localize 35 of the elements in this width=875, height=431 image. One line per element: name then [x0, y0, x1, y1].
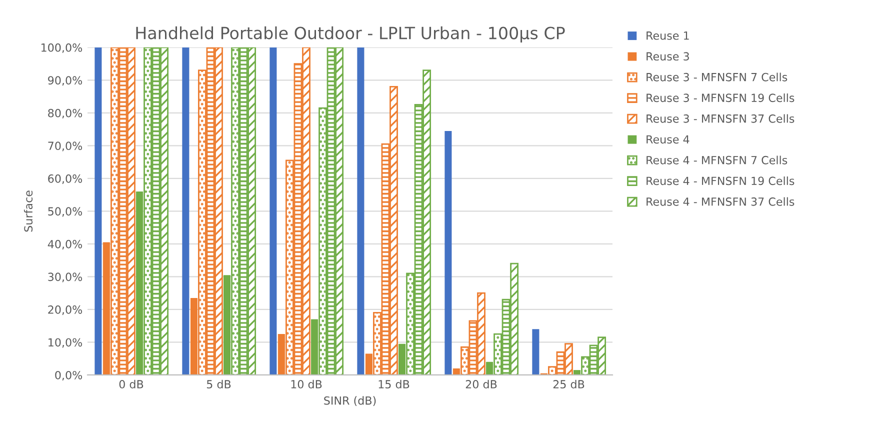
- legend-label: Reuse 4 - MFNSFN 19 Cells: [646, 176, 794, 186]
- y-tick-label: 90,0%: [48, 76, 82, 86]
- x-tick-label: 0 dB: [119, 380, 144, 388]
- legend-label: Reuse 3 - MFNSFN 37 Cells: [646, 114, 794, 123]
- legend-label: Reuse 3: [646, 52, 689, 61]
- chart-title: Handheld Portable Outdoor - LPLT Urban - 100µs CP: [136, 26, 565, 43]
- y-tick-label: 60,0%: [48, 174, 82, 184]
- x-axis-title: SINR (dB): [324, 396, 376, 406]
- x-tick-label: 15 dB: [378, 380, 410, 388]
- bar: [182, 47, 190, 375]
- bar: [357, 47, 364, 375]
- y-tick-label: 100,0%: [41, 43, 82, 53]
- y-tick-label: 30,0%: [48, 272, 82, 282]
- x-tick-label: 5 dB: [206, 380, 231, 388]
- bar: [532, 329, 540, 375]
- x-tick-label: 25 dB: [553, 380, 584, 388]
- y-tick-label: 40,0%: [48, 240, 82, 250]
- y-tick-label: 10,0%: [48, 338, 82, 348]
- legend-label: Reuse 4: [646, 135, 690, 144]
- y-tick-label: 0,0%: [55, 370, 82, 380]
- legend-label: Reuse 3 - MFNSFN 7 Cells: [646, 72, 788, 82]
- legend-label: Reuse 4 - MFNSFN 7 Cells: [646, 156, 788, 164]
- y-tick-label: 50,0%: [48, 207, 82, 217]
- legend-label: Reuse 4 - MFNSFN 37 Cells: [646, 197, 794, 206]
- y-tick-label: 80,0%: [48, 108, 82, 118]
- bar: [444, 130, 452, 375]
- x-tick-label: 10 dB: [291, 380, 322, 388]
- legend-label: Reuse 1: [646, 32, 689, 40]
- x-tick-label: 20 dB: [466, 380, 497, 388]
- legend-label: Reuse 3 - MFNSFN 19 Cells: [646, 93, 794, 102]
- y-tick-label: 70,0%: [48, 142, 82, 152]
- y-tick-label: 20,0%: [48, 305, 82, 315]
- bar: [270, 47, 277, 375]
- y-axis-title: Surface: [24, 190, 33, 232]
- bar: [94, 47, 102, 375]
